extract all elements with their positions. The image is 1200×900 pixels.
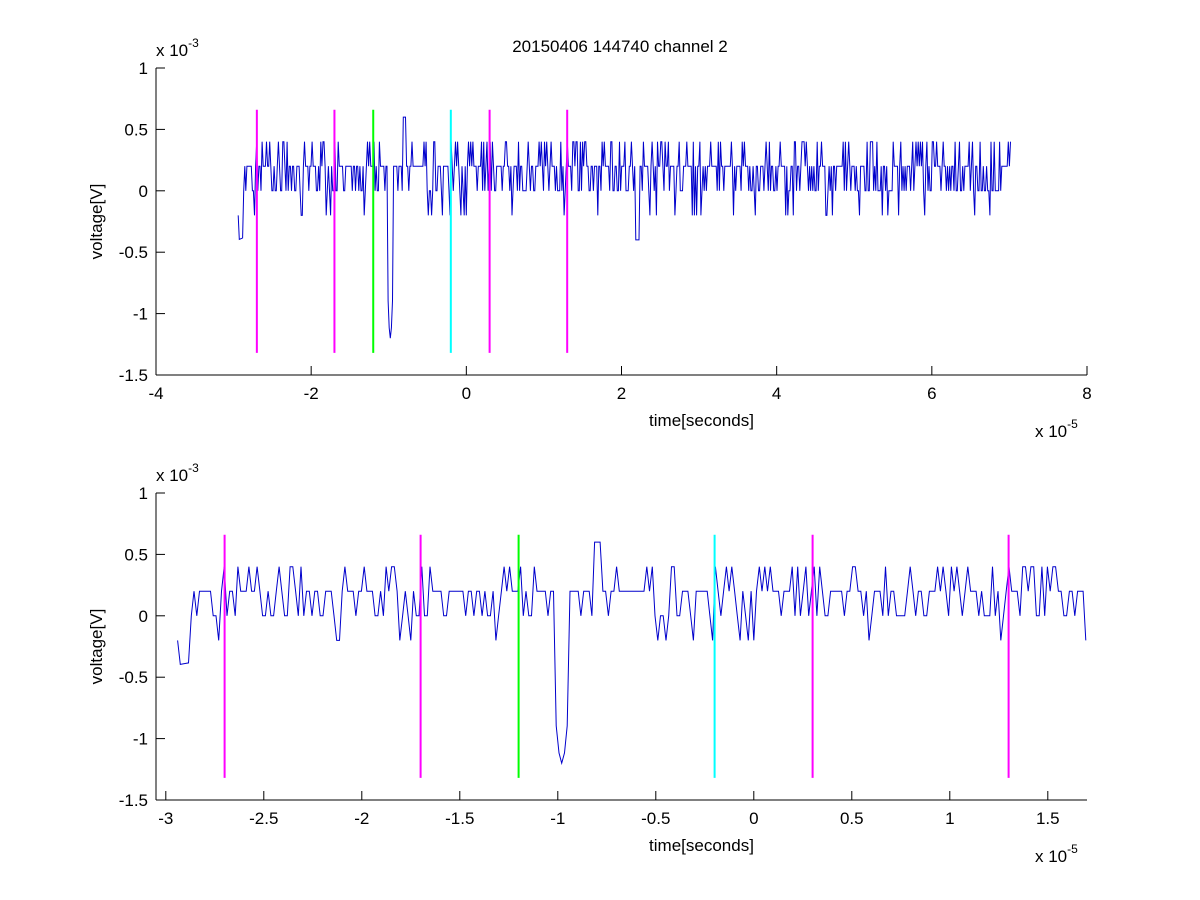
signal-trace-line <box>177 541 1087 766</box>
y-tick-label: 0 <box>139 607 148 626</box>
y-exponent-label: x 10-3 <box>156 461 199 485</box>
y-axis-label: voltage[V] <box>87 184 106 260</box>
x-axis-label: time[seconds] <box>649 411 754 430</box>
x-tick-label: 1.5 <box>1036 809 1060 828</box>
x-exponent-text: -5 <box>1067 417 1078 431</box>
y-multiplier-text: x 10 <box>156 41 188 60</box>
y-axis-label: voltage[V] <box>87 609 106 685</box>
y-tick-label: -1 <box>133 305 148 324</box>
x-tick-label: -1 <box>550 809 565 828</box>
y-tick-label: 0.5 <box>124 545 148 564</box>
y-tick-label: -0.5 <box>119 243 148 262</box>
figure-title: 20150406 144740 channel 2 <box>512 37 728 56</box>
x-tick-label: 0 <box>462 384 471 403</box>
x-tick-label: -1.5 <box>445 809 474 828</box>
x-tick-label: 0.5 <box>840 809 864 828</box>
bottom-axes: -3 -2.5 -2 -1.5 -1 -0.5 0 0.5 1 1.5 1 0.5 0 -0.5 -1 -1.… <box>87 461 1087 866</box>
y-tick-label: -1.5 <box>119 791 148 810</box>
y-tick-label: 0.5 <box>124 120 148 139</box>
x-tick-label: -2 <box>304 384 319 403</box>
y-multiplier-text: x 10 <box>156 466 188 485</box>
top-axes: -4 -2 0 2 4 6 8 1 0.5 0 -0.5 -1 -1.5 time[seconds] vol… <box>87 36 1092 441</box>
y-tick-label: -0.5 <box>119 668 148 687</box>
x-tick-label: 0 <box>749 809 758 828</box>
y-tick-label: 0 <box>139 182 148 201</box>
x-tick-label: 8 <box>1082 384 1091 403</box>
y-tick-label: 1 <box>139 59 148 78</box>
x-exponent-text: -5 <box>1067 842 1078 856</box>
x-exponent-label: x 10-5 <box>1035 417 1078 441</box>
x-multiplier-text: x 10 <box>1035 847 1067 866</box>
x-tick-label: 4 <box>772 384 781 403</box>
y-tick-label: 1 <box>139 484 148 503</box>
y-tick-label: -1 <box>133 730 148 749</box>
x-tick-label: 1 <box>945 809 954 828</box>
x-tick-label: -3 <box>158 809 173 828</box>
y-exponent-text: -3 <box>188 461 199 475</box>
x-multiplier-text: x 10 <box>1035 422 1067 441</box>
y-exponent-text: -3 <box>188 36 199 50</box>
x-tick-label: 2 <box>617 384 626 403</box>
x-exponent-label: x 10-5 <box>1035 842 1078 866</box>
x-tick-label: 6 <box>927 384 936 403</box>
x-tick-label: -2.5 <box>249 809 278 828</box>
y-exponent-label: x 10-3 <box>156 36 199 60</box>
x-axis-label: time[seconds] <box>649 836 754 855</box>
x-tick-label: -4 <box>148 384 163 403</box>
signal-trace-line <box>237 116 1011 339</box>
x-tick-label: -0.5 <box>641 809 670 828</box>
x-tick-label: -2 <box>354 809 369 828</box>
y-tick-label: -1.5 <box>119 366 148 385</box>
